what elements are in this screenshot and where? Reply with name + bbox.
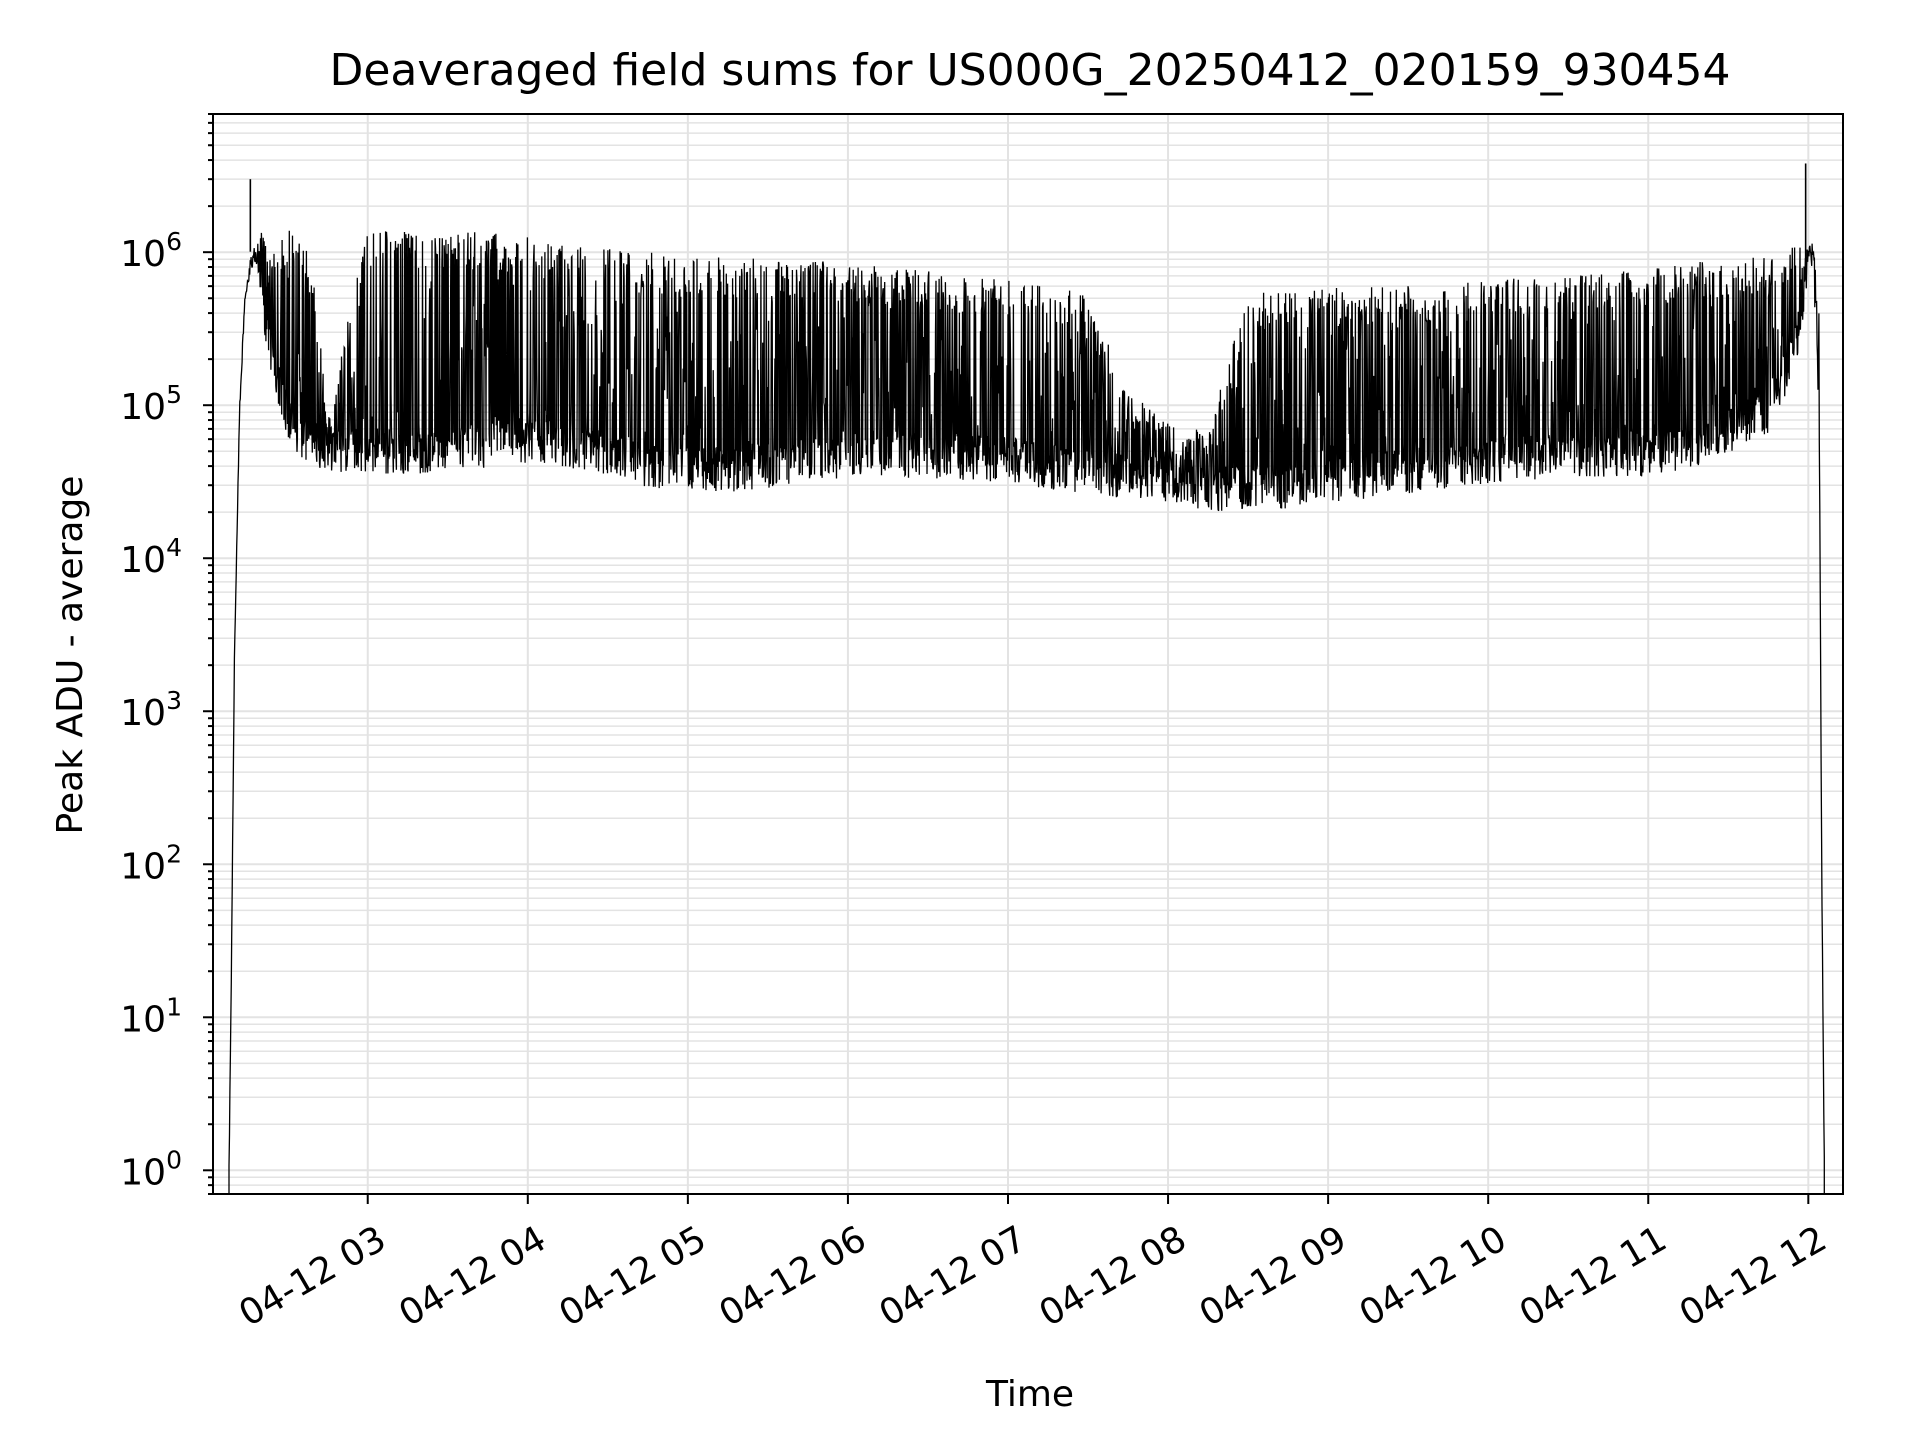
- grid-layer: [213, 113, 1843, 1195]
- y-tick-label: 101: [120, 992, 182, 1040]
- data-layer: [228, 163, 1825, 1194]
- y-tick-label: 100: [120, 1145, 182, 1193]
- y-tick-label: 106: [120, 227, 182, 275]
- y-tick-label: 102: [120, 839, 182, 887]
- y-tick-label: 105: [120, 380, 182, 428]
- plot-frame: [212, 113, 1844, 1195]
- y-axis-label: Peak ADU - average: [50, 476, 91, 835]
- y-tick-label: 103: [120, 686, 182, 734]
- series-line: [228, 230, 1825, 1194]
- y-tick-label: 104: [120, 533, 182, 581]
- chart-title: Deaveraged field sums for US000G_2025041…: [329, 45, 1730, 96]
- x-axis-label: Time: [985, 1374, 1074, 1415]
